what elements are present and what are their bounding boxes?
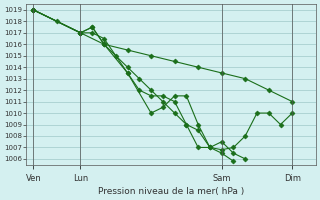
X-axis label: Pression niveau de la mer( hPa ): Pression niveau de la mer( hPa ) [98, 187, 244, 196]
